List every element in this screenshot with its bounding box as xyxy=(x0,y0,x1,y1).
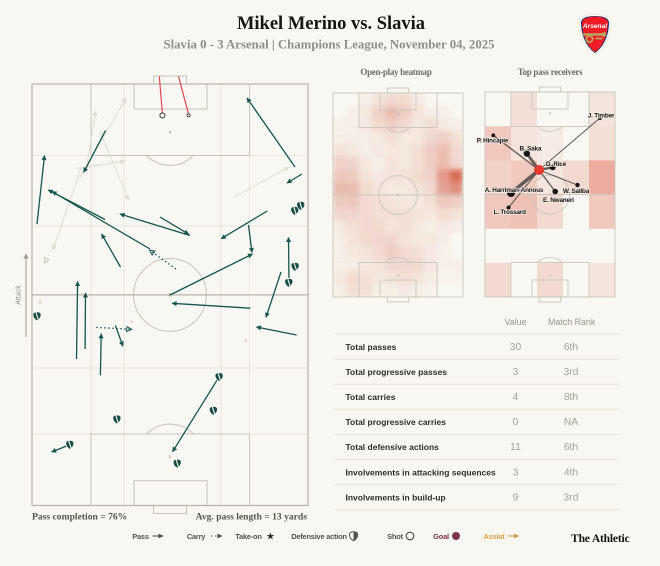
svg-text:The Athletic: The Athletic xyxy=(571,532,630,545)
svg-text:Goal: Goal xyxy=(433,532,449,541)
svg-text:Involvements in build-up: Involvements in build-up xyxy=(346,492,446,502)
svg-text:6th: 6th xyxy=(564,442,579,453)
svg-text:11: 11 xyxy=(510,442,521,453)
svg-text:L. Trossard: L. Trossard xyxy=(494,209,527,216)
svg-text:D. Rice: D. Rice xyxy=(546,161,567,168)
svg-text:Avg. pass length = 13 yards: Avg. pass length = 13 yards xyxy=(196,512,308,523)
svg-text:30: 30 xyxy=(510,342,522,353)
svg-text:Open-play heatmap: Open-play heatmap xyxy=(360,67,431,77)
svg-text:Involvements in attacking sequ: Involvements in attacking sequences xyxy=(346,467,496,477)
svg-text:B. Saka: B. Saka xyxy=(520,145,542,152)
svg-text:Attack: Attack xyxy=(16,285,23,305)
svg-text:Top pass receivers: Top pass receivers xyxy=(518,67,583,77)
svg-text:Total passes: Total passes xyxy=(346,342,397,352)
svg-text:Match Rank: Match Rank xyxy=(548,317,596,327)
svg-text:8th: 8th xyxy=(564,392,579,403)
svg-text:4: 4 xyxy=(513,392,519,403)
svg-text:Assist: Assist xyxy=(483,532,505,541)
svg-text:Total defensive actions: Total defensive actions xyxy=(346,442,440,452)
svg-text:Defensive action: Defensive action xyxy=(291,532,347,541)
svg-text:Total progressive passes: Total progressive passes xyxy=(346,367,448,377)
svg-text:3: 3 xyxy=(513,367,519,378)
svg-text:W. Saliba: W. Saliba xyxy=(563,188,590,195)
svg-text:NA: NA xyxy=(564,417,578,428)
svg-text:3: 3 xyxy=(513,467,519,478)
svg-text:J. Timber: J. Timber xyxy=(588,112,615,119)
svg-text:Pass completion = 76%: Pass completion = 76% xyxy=(32,512,127,523)
svg-text:E. Nwaneri: E. Nwaneri xyxy=(543,197,574,204)
svg-text:A. Harriman-Annous: A. Harriman-Annous xyxy=(485,187,544,194)
svg-text:3rd: 3rd xyxy=(564,492,579,503)
svg-text:Carry: Carry xyxy=(187,532,206,541)
svg-text:6th: 6th xyxy=(564,342,579,353)
svg-text:Mikel Merino vs. Slavia: Mikel Merino vs. Slavia xyxy=(237,14,425,34)
svg-text:0: 0 xyxy=(513,417,519,428)
svg-text:9: 9 xyxy=(513,492,519,503)
svg-text:Arsenal: Arsenal xyxy=(582,23,607,30)
svg-text:Slavia 0 - 3 Arsenal | Champio: Slavia 0 - 3 Arsenal | Champions League,… xyxy=(163,38,494,52)
svg-text:4th: 4th xyxy=(564,467,579,478)
svg-text:Take-on: Take-on xyxy=(235,532,262,541)
svg-text:Pass: Pass xyxy=(132,532,149,541)
svg-text:★: ★ xyxy=(266,532,275,543)
svg-text:P. Hincapie: P. Hincapie xyxy=(477,138,509,145)
svg-text:Shot: Shot xyxy=(387,532,403,541)
svg-text:Total progressive carries: Total progressive carries xyxy=(346,417,447,427)
svg-text:Value: Value xyxy=(504,317,526,327)
svg-text:Total carries: Total carries xyxy=(346,392,396,402)
svg-text:3rd: 3rd xyxy=(564,367,579,378)
